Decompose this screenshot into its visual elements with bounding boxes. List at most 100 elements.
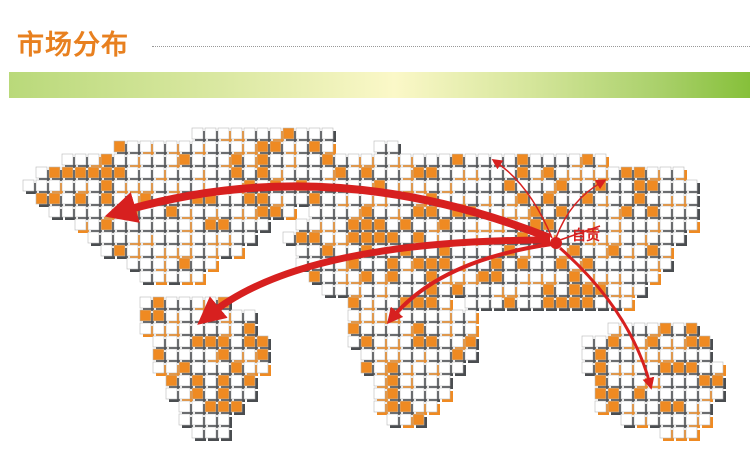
map-tile (334, 166, 347, 179)
map-tile (620, 218, 633, 231)
map-tile (178, 322, 191, 335)
map-tile (126, 179, 139, 192)
map-tile (542, 192, 555, 205)
map-tile (555, 179, 568, 192)
map-tile (451, 166, 464, 179)
map-tile (659, 218, 672, 231)
map-tile (204, 231, 217, 244)
map-tile (594, 218, 607, 231)
map-tile (464, 244, 477, 257)
map-tile (61, 192, 74, 205)
map-tile (347, 296, 360, 309)
map-tile (659, 244, 672, 257)
map-tile (633, 374, 646, 387)
map-tile (217, 166, 230, 179)
map-tile (425, 309, 438, 322)
map-tile (555, 257, 568, 270)
map-tile (425, 218, 438, 231)
map-tile (386, 179, 399, 192)
map-tile (243, 387, 256, 400)
map-tile (165, 361, 178, 374)
map-tile (191, 335, 204, 348)
map-tile (568, 179, 581, 192)
map-tile (87, 192, 100, 205)
map-tile (152, 166, 165, 179)
map-tile (386, 296, 399, 309)
map-tile (607, 166, 620, 179)
map-tile (373, 283, 386, 296)
map-tile (633, 166, 646, 179)
map-tile (568, 244, 581, 257)
map-tile (594, 335, 607, 348)
map-tile (152, 205, 165, 218)
map-tile (594, 374, 607, 387)
map-tile (191, 140, 204, 153)
map-tile (503, 270, 516, 283)
map-tile (607, 361, 620, 374)
map-tile (126, 244, 139, 257)
map-tile (217, 361, 230, 374)
map-tile (360, 166, 373, 179)
map-tile (412, 374, 425, 387)
map-tile (633, 257, 646, 270)
map-tile (191, 296, 204, 309)
map-tile (295, 166, 308, 179)
map-tile (542, 296, 555, 309)
map-tile (217, 140, 230, 153)
map-tile (399, 387, 412, 400)
map-tile (243, 140, 256, 153)
map-tile (308, 205, 321, 218)
map-tile (529, 166, 542, 179)
map-tile (568, 205, 581, 218)
map-tile (646, 231, 659, 244)
map-tile (451, 335, 464, 348)
map-tile (672, 179, 685, 192)
map-tile (100, 218, 113, 231)
map-tile (243, 218, 256, 231)
map-tile (152, 296, 165, 309)
map-tile (646, 335, 659, 348)
map-tile (334, 231, 347, 244)
map-tile (399, 283, 412, 296)
map-tile (386, 140, 399, 153)
map-tile (594, 361, 607, 374)
map-tile (620, 257, 633, 270)
map-tile (412, 322, 425, 335)
map-tile (321, 205, 334, 218)
map-tile (529, 283, 542, 296)
map-tile (425, 361, 438, 374)
map-tiles (22, 127, 726, 441)
map-tile (464, 192, 477, 205)
map-tile (542, 179, 555, 192)
map-tile (178, 348, 191, 361)
map-tile (412, 400, 425, 413)
map-tile (308, 231, 321, 244)
map-tile (334, 218, 347, 231)
map-tile (646, 348, 659, 361)
map-tile (165, 218, 178, 231)
map-tile (386, 270, 399, 283)
map-tile (698, 335, 711, 348)
map-tile (529, 153, 542, 166)
map-tile (620, 283, 633, 296)
map-tile (386, 218, 399, 231)
map-tile (360, 270, 373, 283)
map-tile (373, 400, 386, 413)
map-tile (204, 205, 217, 218)
map-tile (204, 127, 217, 140)
map-tile (373, 374, 386, 387)
map-tile (672, 374, 685, 387)
map-tile (646, 179, 659, 192)
map-tile (620, 179, 633, 192)
map-tile (178, 257, 191, 270)
map-tile (568, 296, 581, 309)
map-tile (217, 335, 230, 348)
map-tile (165, 335, 178, 348)
map-tile (477, 296, 490, 309)
map-tile (230, 374, 243, 387)
map-tile (48, 205, 61, 218)
map-tile (425, 348, 438, 361)
map-tile (581, 348, 594, 361)
map-tile (165, 179, 178, 192)
map-tile (620, 348, 633, 361)
